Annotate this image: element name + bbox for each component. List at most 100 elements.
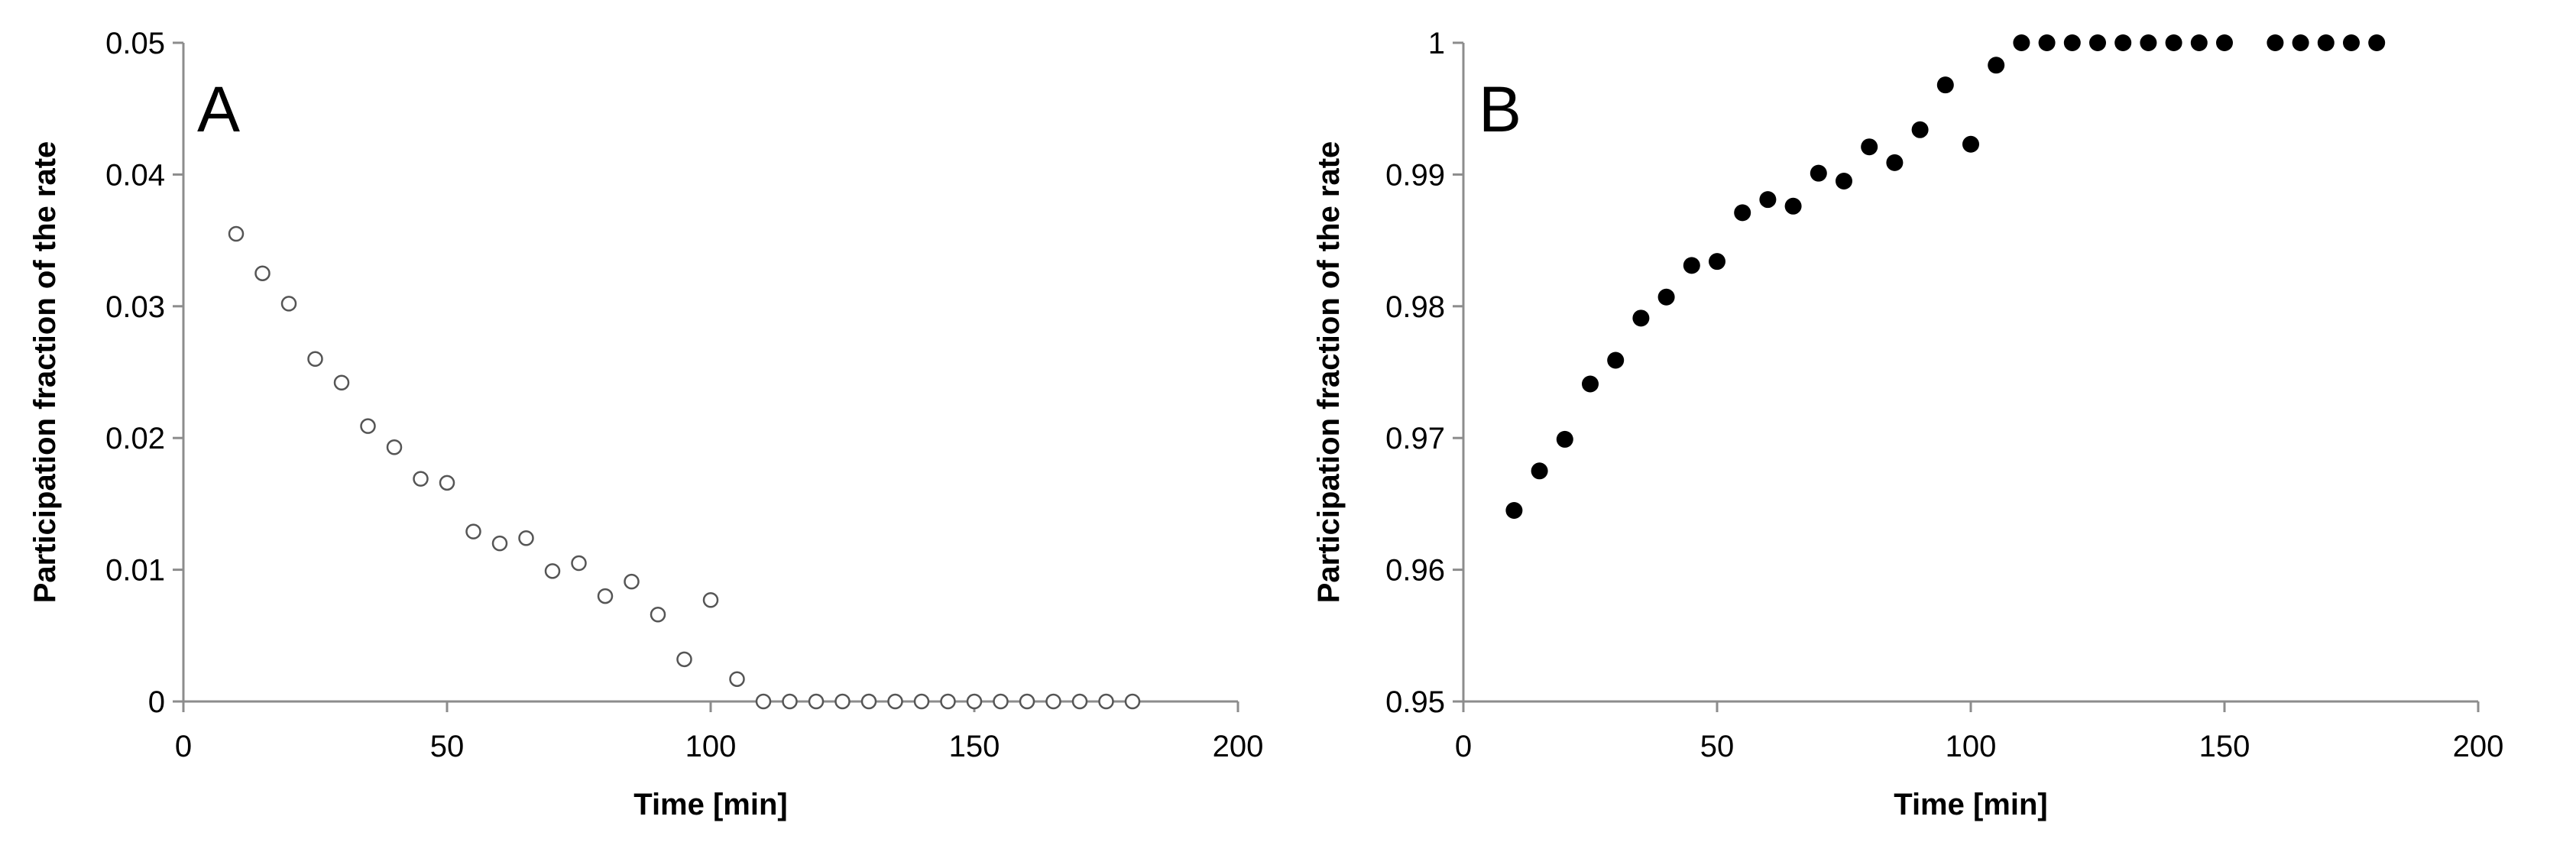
panel-a-data-point <box>1045 693 1061 710</box>
panel-a-data-point <box>544 563 561 579</box>
panel-b-y-axis-title: Participation fraction of the rate <box>1312 141 1346 604</box>
panel-a-data-point <box>729 671 745 687</box>
panel-b-data-point <box>1582 375 1599 393</box>
panel-a-data-point <box>597 588 614 604</box>
panel-a-y-tick-label: 0.04 <box>105 158 165 192</box>
panel-a-plot-area: 0 0.01 0.02 0.03 0.04 0.05 0 50 100 150 200 <box>105 27 1263 763</box>
panel-b-plot-area: 0.95 0.96 0.97 0.98 0.99 1 0 50 100 150 200 <box>1385 27 2503 763</box>
panel-b-data-point <box>2216 34 2233 51</box>
panel-b-y-tick-label: 0.96 <box>1385 554 1445 588</box>
panel-a-data-point <box>993 693 1009 710</box>
panel-b-letter: B <box>1479 73 1521 145</box>
panel-a-data-point <box>1124 693 1141 710</box>
panel-b-data-point <box>1911 121 1929 138</box>
panel-a-data-point <box>386 439 403 455</box>
panel-b-x-axis-title: Time [min] <box>1894 788 2048 821</box>
panel-b-data-point <box>1632 309 1650 327</box>
panel-a-data-point <box>491 535 508 552</box>
panel-a-data-point <box>1098 693 1114 710</box>
panel-a-y-tick-label: 0.02 <box>105 422 165 455</box>
panel-b-data-point <box>2317 34 2335 51</box>
panel-a-y-tick-label: 0 <box>148 685 165 719</box>
panel-b-data-point <box>1734 204 1751 222</box>
panel-b: 0.95 0.96 0.97 0.98 0.99 1 0 50 100 150 200 B Tim… <box>1312 27 2503 821</box>
panel-b-x-tick-label: 200 <box>2453 730 2504 763</box>
panel-a-data-point <box>808 693 825 710</box>
panel-b-data-point <box>1810 164 1827 182</box>
panel-b-data-point <box>2292 34 2309 51</box>
panel-a-data-point <box>940 693 956 710</box>
panel-a-data-point <box>571 555 587 572</box>
panel-a-data-point <box>966 693 983 710</box>
panel-a-x-tick-label: 50 <box>430 730 465 763</box>
panel-a-x-tick-label: 150 <box>949 730 1000 763</box>
panel-a-x-tick-label: 0 <box>175 730 192 763</box>
panel-b-y-tick-label: 0.99 <box>1385 158 1445 192</box>
panel-a-data-point <box>307 351 323 368</box>
panel-b-data-point <box>2114 34 2132 51</box>
panel-a-data-point <box>755 693 772 710</box>
panel-a-data-point <box>887 693 903 710</box>
panel-a-data-point <box>228 225 245 242</box>
panel-a-data-point <box>360 418 376 434</box>
panel-a-y-axis-title: Participation fraction of the rate <box>28 141 62 604</box>
panel-a-x-axis-title: Time [min] <box>633 788 788 821</box>
panel-a-data-point <box>465 523 481 539</box>
panel-a-data-point <box>702 592 719 608</box>
panel-a-x-ticks: 0 50 100 150 200 <box>175 701 1264 763</box>
panel-b-data-point <box>1607 351 1625 369</box>
panel-a-y-ticks: 0 0.01 0.02 0.03 0.04 0.05 <box>105 27 183 719</box>
panel-b-x-ticks: 0 50 100 150 200 <box>1455 701 2504 763</box>
panel-b-data-point <box>1505 502 1523 520</box>
panel-b-data-point <box>2013 34 2030 51</box>
panel-a-data-point <box>860 693 877 710</box>
panel-b-x-tick-label: 0 <box>1455 730 1472 763</box>
panel-a-y-tick-label: 0.05 <box>105 27 165 60</box>
panel-b-data-point <box>2165 34 2182 51</box>
panel-a-y-tick-label: 0.01 <box>105 554 165 588</box>
panel-b-data-point <box>1556 430 1573 448</box>
panel-b-x-tick-label: 100 <box>1946 730 1997 763</box>
panel-b-y-tick-label: 1 <box>1428 27 1445 60</box>
panel-b-data-point <box>1936 76 1954 94</box>
panel-b-x-tick-label: 50 <box>1700 730 1735 763</box>
panel-a-data-point <box>413 471 429 487</box>
panel-b-data-point <box>2063 34 2081 51</box>
panel-b-data-points <box>1505 34 2386 520</box>
panel-a-data-point <box>1071 693 1088 710</box>
panel-a-data-point <box>913 693 930 710</box>
panel-a-data-point <box>333 374 350 391</box>
panel-a-data-point <box>280 296 297 312</box>
panel-b-data-point <box>2140 34 2157 51</box>
panel-a-data-point <box>676 651 692 668</box>
panel-a-letter: A <box>197 73 240 145</box>
panel-a-data-point <box>650 606 666 623</box>
panel-a-x-tick-label: 200 <box>1213 730 1264 763</box>
panel-b-data-point <box>1683 257 1700 274</box>
panel-a-x-tick-label: 100 <box>685 730 737 763</box>
panel-b-data-point <box>1962 135 1979 153</box>
panel-a-data-point <box>782 693 798 710</box>
panel-a-data-point <box>254 265 271 281</box>
panel-b-data-point <box>1836 173 1852 190</box>
panel-b-data-point <box>2267 34 2284 51</box>
panel-b-data-point <box>1784 197 1802 215</box>
panel-a: 0 0.01 0.02 0.03 0.04 0.05 0 50 100 150 200 A Tim… <box>28 27 1263 821</box>
panel-b-data-point <box>1886 154 1904 171</box>
panel-b-y-tick-label: 0.98 <box>1385 290 1445 324</box>
panel-b-data-point <box>2038 34 2056 51</box>
panel-b-data-point <box>1531 462 1548 480</box>
panel-b-data-point <box>2343 34 2360 51</box>
panel-a-data-point <box>439 475 455 491</box>
panel-b-x-tick-label: 150 <box>2199 730 2250 763</box>
panel-b-data-point <box>1759 191 1777 209</box>
panel-b-data-point <box>1657 288 1675 306</box>
panel-b-data-point <box>2089 34 2106 51</box>
panel-b-y-ticks: 0.95 0.96 0.97 0.98 0.99 1 <box>1385 27 1463 719</box>
panel-b-y-tick-label: 0.95 <box>1385 685 1445 719</box>
panel-b-data-point <box>2190 34 2208 51</box>
panel-a-data-points <box>228 225 1141 710</box>
panel-b-data-point <box>1861 138 1878 156</box>
